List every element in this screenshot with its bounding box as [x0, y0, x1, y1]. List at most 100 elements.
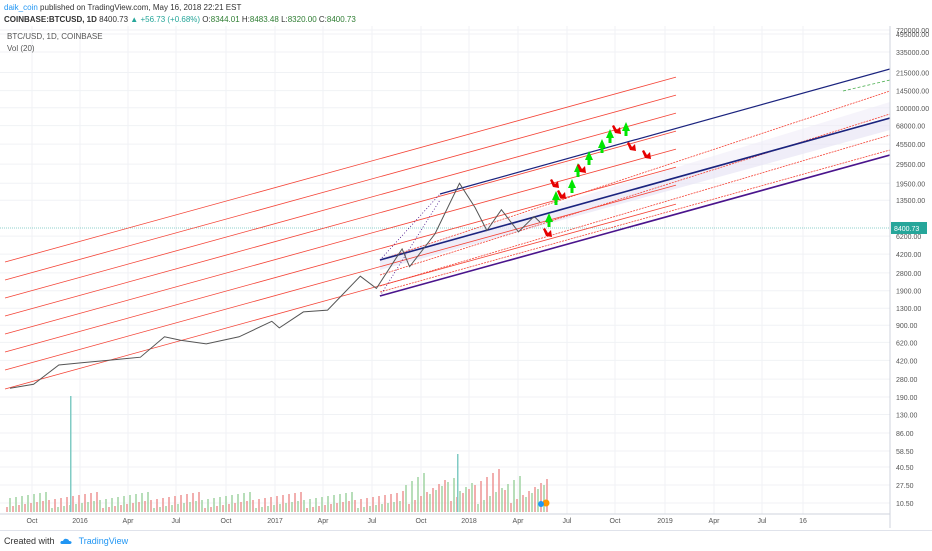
tradingview-brand[interactable]: TradingView [78, 536, 129, 546]
volume-bar [27, 495, 29, 512]
y-tick-label: 215000.00 [896, 70, 929, 77]
event-marker-icon[interactable] [542, 499, 550, 507]
volume-bar [381, 504, 383, 512]
volume-bar [108, 507, 110, 512]
volume-bar [492, 473, 494, 512]
footer: Created with TradingView [0, 530, 932, 551]
y-tick-label: 58.50 [896, 449, 914, 456]
x-tick-label: Jul [758, 518, 767, 525]
author-link[interactable]: daik_coin [4, 3, 38, 12]
y-tick-label: 13500.00 [896, 198, 925, 205]
y-tick-label: 720000.00 [896, 28, 929, 35]
volume-bar [78, 495, 80, 512]
volume-bar [70, 396, 72, 512]
volume-bar [471, 483, 473, 512]
volume-bar [57, 507, 59, 512]
channel-band [380, 118, 890, 270]
volume-bar [81, 503, 83, 512]
upper-channel-line [439, 68, 891, 195]
volume-bar [36, 502, 38, 512]
price-series [9, 182, 541, 389]
up-arrow-icon [585, 151, 593, 165]
volume-bar [276, 496, 278, 512]
volume-bar [483, 500, 485, 512]
volume-bar [330, 504, 332, 512]
y-tick-label: 6200.00 [896, 234, 921, 241]
channel-line [4, 94, 677, 281]
volume-bar [447, 482, 449, 512]
volume-bar [513, 480, 515, 512]
volume-bar [516, 499, 518, 512]
x-tick-label: Jul [368, 518, 377, 525]
close-value: 8400.73 [326, 15, 356, 24]
volume-bar [432, 488, 434, 512]
volume-bar [12, 506, 14, 512]
up-arrow-icon [574, 163, 582, 177]
y-tick-label: 68000.00 [896, 124, 925, 131]
time-axis[interactable]: Oct 2016 Apr Jul Oct 2017 Apr Jul Oct 2018 Apr Jul O… [27, 518, 807, 525]
y-tick-label: 335000.00 [896, 50, 929, 57]
up-arrow-icon [552, 191, 560, 205]
volume-bar [141, 493, 143, 512]
y-tick-label: 420.00 [896, 358, 918, 365]
volume-bar [450, 501, 452, 512]
channel-line [379, 90, 891, 261]
volume-bar [153, 508, 155, 512]
volume-bar [132, 503, 134, 512]
volume-bar [372, 497, 374, 512]
volume-bar [366, 498, 368, 512]
volume-bar [261, 507, 263, 512]
volume-bar [123, 496, 125, 512]
volume-bar [114, 506, 116, 512]
volume-bar [189, 502, 191, 512]
low-value: 8320.00 [287, 15, 317, 24]
y-tick-label: 1300.00 [896, 306, 921, 313]
channel-line [4, 112, 677, 299]
event-marker-icon[interactable] [538, 501, 544, 507]
up-arrow-icon [598, 139, 606, 153]
volume-bar [279, 504, 281, 512]
x-tick-label: 2017 [267, 518, 283, 525]
ohlc-line: COINBASE:BTCUSD, 1D 8400.73 ▲ +56.73 (+0… [4, 15, 356, 24]
volume-bar [429, 494, 431, 512]
volume-bar [210, 507, 212, 512]
volume-bar [528, 491, 530, 512]
volume-bar [234, 503, 236, 512]
volume-bar [477, 504, 479, 512]
lower-channel-line [379, 154, 891, 297]
open-value: 8344.01 [210, 15, 240, 24]
volume-bar [336, 503, 338, 512]
volume-bar [66, 497, 68, 512]
down-arrow-icon [550, 179, 559, 188]
y-tick-label: 19500.00 [896, 181, 925, 188]
channel-line [379, 149, 891, 293]
last-price: 8400.73 [99, 15, 129, 24]
volume-bar [405, 485, 407, 512]
volume-bar [33, 494, 35, 512]
volume-bar [54, 499, 56, 512]
y-tick-label: 900.00 [896, 323, 918, 330]
volume-bar [474, 485, 476, 512]
volume-bar [414, 500, 416, 512]
volume-bar [291, 502, 293, 512]
volume-bar [318, 506, 320, 512]
volume-bar [378, 496, 380, 512]
volume-bar [87, 502, 89, 512]
volume-bar [90, 493, 92, 512]
volume-bar [192, 493, 194, 512]
close-label: C: [318, 15, 327, 24]
volume-bar [534, 487, 536, 512]
x-tick-label: Oct [27, 518, 38, 525]
volume-bar [159, 507, 161, 512]
volume-bar [6, 507, 8, 512]
volume-bar [84, 494, 86, 512]
volume-bar [510, 503, 512, 512]
channel-band [380, 102, 890, 262]
volume-bar [408, 504, 410, 512]
volume-bar [546, 479, 548, 512]
volume-bar [303, 500, 305, 512]
volume-bar [222, 505, 224, 512]
publish-text: published on TradingView.com, May 16, 20… [40, 3, 242, 12]
